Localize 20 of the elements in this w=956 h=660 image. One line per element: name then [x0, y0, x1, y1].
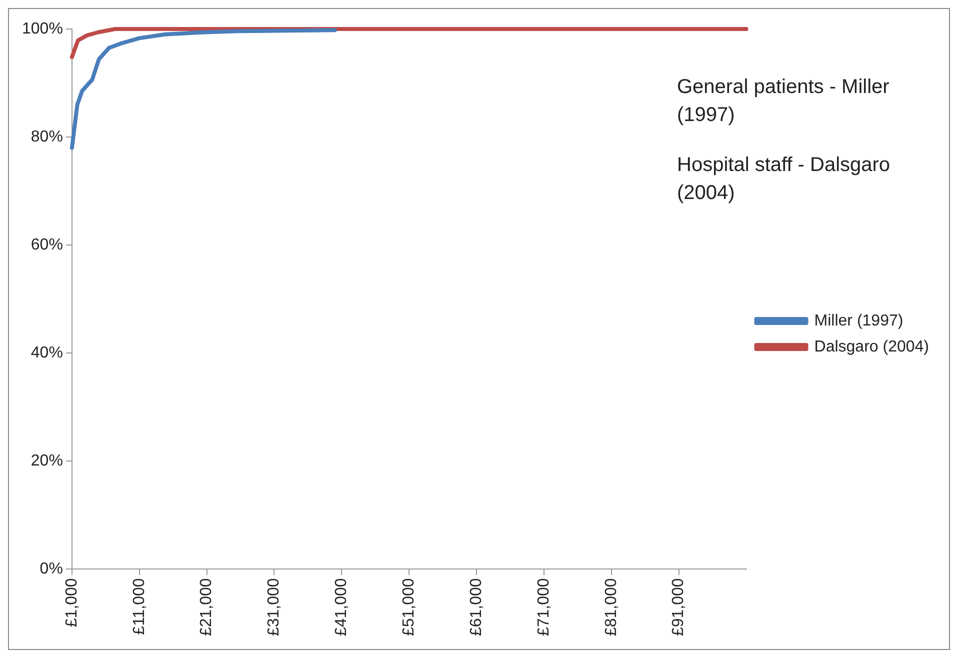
annotation: General patients - Miller (1997) — [677, 75, 890, 128]
x-tick-label: £31,000 — [266, 578, 283, 636]
y-tick-label: 40% — [30, 344, 63, 362]
x-tick-label: £51,000 — [400, 578, 418, 636]
x-tick-label: £91,000 — [670, 578, 688, 636]
y-tick-label: 80% — [30, 128, 63, 146]
y-tick-label: 20% — [30, 452, 63, 470]
annotation: Hospital staff - Dalsgaro (2004) — [677, 153, 892, 206]
x-tick-label: £1,000 — [63, 578, 80, 628]
x-tick-label: £61,000 — [468, 578, 485, 636]
legend-label: Dalsgaro (2004) — [814, 338, 930, 356]
x-tick-label: £41,000 — [333, 578, 350, 636]
y-tick-label: 60% — [30, 236, 63, 254]
y-tick-label: 100% — [22, 20, 63, 38]
x-tick-label: £71,000 — [535, 578, 552, 636]
x-tick-label: £21,000 — [198, 578, 216, 636]
legend-label: Miller (1997) — [814, 312, 904, 330]
y-tick-label: 0% — [40, 560, 63, 578]
x-tick-label: £11,000 — [130, 578, 148, 635]
x-tick-label: £81,000 — [602, 578, 620, 636]
